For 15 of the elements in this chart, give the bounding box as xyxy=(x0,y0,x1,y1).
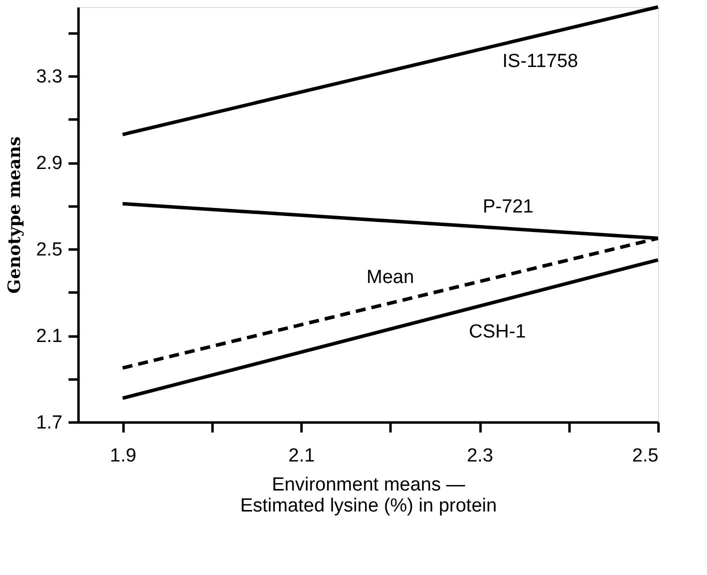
x-tick-label: 2.5 xyxy=(632,446,658,466)
x-tick-label: 2.3 xyxy=(466,446,494,466)
y-tick-label: 2.9 xyxy=(36,153,62,174)
x-axis-title: Environment means — Estimated lysine (%) in protein xyxy=(240,474,497,516)
y-tick-label: 1.7 xyxy=(36,412,62,434)
series-label: Mean xyxy=(366,267,414,288)
series-label: IS-11758 xyxy=(502,51,578,72)
y-axis-title: Genotype means xyxy=(5,136,26,294)
x-tick-label: 2.1 xyxy=(288,446,315,466)
y-tick-label: 3.3 xyxy=(36,66,62,88)
y-tick-label: 2.1 xyxy=(36,326,62,348)
x-tick-label: 1.9 xyxy=(110,446,136,466)
series-label: P-721 xyxy=(482,196,534,218)
series-label: CSH-1 xyxy=(468,321,526,342)
y-tick-label: 2.5 xyxy=(36,240,62,261)
